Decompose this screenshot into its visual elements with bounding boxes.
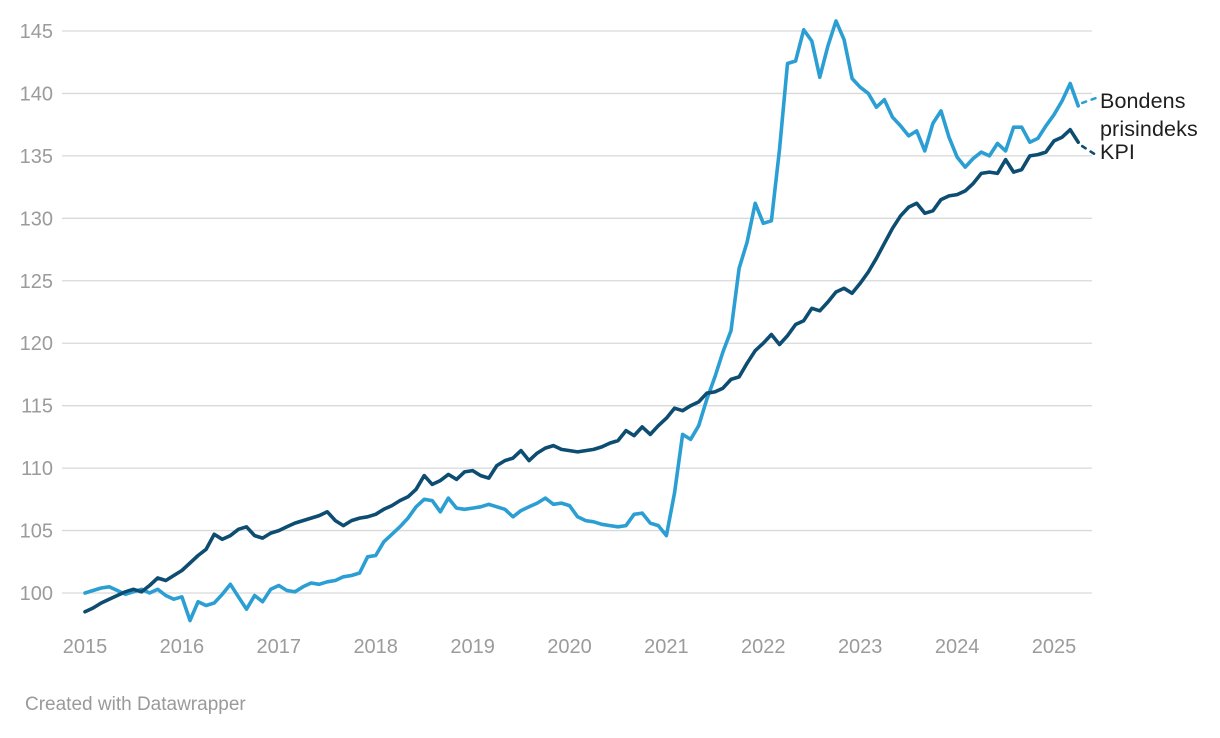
y-axis-tick-label-120: 120 bbox=[20, 333, 53, 355]
x-axis-tick-label-2022: 2022 bbox=[741, 636, 786, 658]
y-axis-tick-label-115: 115 bbox=[21, 396, 53, 418]
series-line-bondens-prisindeks bbox=[83, 19, 1080, 623]
y-axis-tick-label-135: 135 bbox=[20, 146, 53, 168]
attribution-text: Created with Datawrapper bbox=[25, 694, 246, 715]
x-axis-tick-label-2015: 2015 bbox=[63, 636, 108, 658]
x-axis-tick-label-2024: 2024 bbox=[935, 636, 980, 658]
y-axis-tick-label-145: 145 bbox=[20, 21, 53, 43]
y-axis-tick-label-130: 130 bbox=[20, 208, 53, 230]
series-label-kpi: KPI bbox=[1100, 140, 1135, 164]
x-axis-tick-label-2021: 2021 bbox=[644, 636, 689, 658]
x-axis-tick-label-2019: 2019 bbox=[450, 636, 495, 658]
x-axis-tick-label-2020: 2020 bbox=[547, 636, 592, 658]
y-axis-tick-label-100: 100 bbox=[20, 583, 53, 605]
x-axis-tick-label-2017: 2017 bbox=[257, 636, 302, 658]
x-axis-tick-label-2018: 2018 bbox=[353, 636, 398, 658]
y-axis-tick-label-140: 140 bbox=[20, 83, 53, 105]
x-axis-tick-label-2025: 2025 bbox=[1032, 636, 1077, 658]
series-line-kpi bbox=[83, 127, 1080, 614]
label-connector-kpi bbox=[1080, 144, 1098, 157]
series-label-bondens-prisindeks: Bondens prisindeks bbox=[1100, 89, 1198, 141]
label-connector-bondens bbox=[1080, 96, 1098, 105]
y-axis-tick-label-105: 105 bbox=[20, 521, 53, 543]
x-axis-tick-label-2016: 2016 bbox=[160, 636, 205, 658]
x-axis-tick-label-2023: 2023 bbox=[838, 636, 883, 658]
y-axis-tick-label-125: 125 bbox=[20, 271, 53, 293]
y-axis-tick-label-110: 110 bbox=[21, 458, 53, 480]
